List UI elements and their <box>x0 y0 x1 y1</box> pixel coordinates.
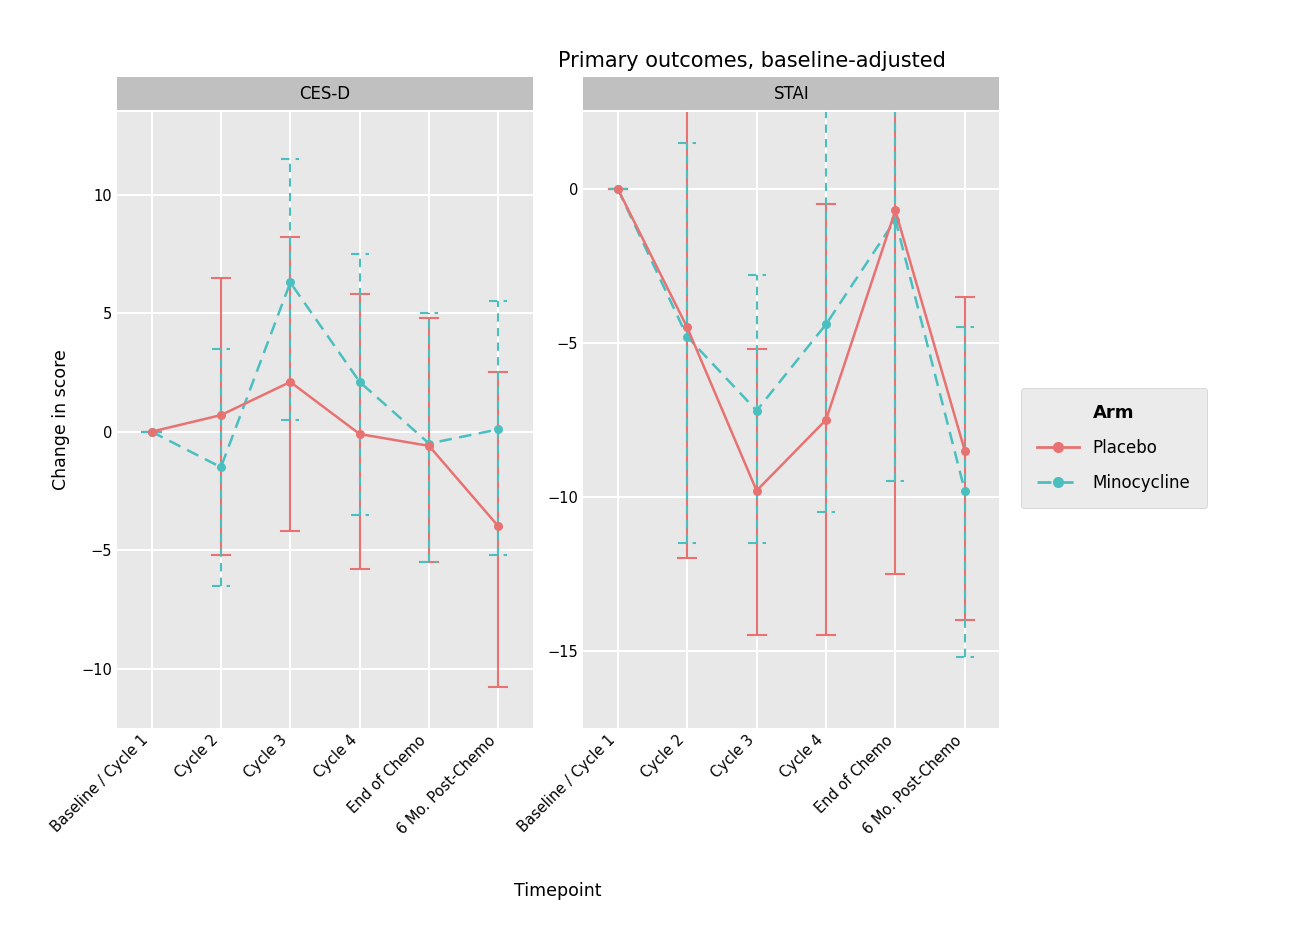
Placebo <box>749 485 765 496</box>
Placebo <box>491 521 506 532</box>
Minocycline <box>610 183 626 195</box>
Placebo <box>818 414 833 425</box>
Line: Placebo: Placebo <box>613 185 970 495</box>
Line: Placebo: Placebo <box>147 378 504 531</box>
Minocycline <box>749 405 765 416</box>
Legend: Placebo, Minocycline: Placebo, Minocycline <box>1020 387 1207 508</box>
Placebo <box>422 440 437 452</box>
Placebo <box>352 428 367 439</box>
Minocycline <box>888 215 903 226</box>
Minocycline <box>957 485 972 496</box>
Placebo <box>283 376 299 387</box>
Minocycline <box>352 376 367 387</box>
Line: Minocycline: Minocycline <box>613 185 970 495</box>
Minocycline <box>818 319 833 330</box>
Minocycline <box>283 277 299 288</box>
Minocycline <box>491 424 506 435</box>
Placebo <box>679 322 694 333</box>
Minocycline <box>422 438 437 449</box>
Minocycline <box>679 331 694 342</box>
Minocycline <box>213 462 228 473</box>
Placebo <box>144 426 160 438</box>
Text: Timepoint: Timepoint <box>514 882 602 900</box>
Text: STAI: STAI <box>774 85 809 103</box>
Text: Primary outcomes, baseline-adjusted: Primary outcomes, baseline-adjusted <box>558 50 946 71</box>
Line: Minocycline: Minocycline <box>147 278 504 472</box>
Y-axis label: Change in score: Change in score <box>52 350 70 490</box>
Text: CES-D: CES-D <box>300 85 350 103</box>
Placebo <box>213 410 228 421</box>
Placebo <box>888 205 903 216</box>
Placebo <box>957 445 972 456</box>
Minocycline <box>144 426 160 438</box>
Placebo <box>610 183 626 195</box>
